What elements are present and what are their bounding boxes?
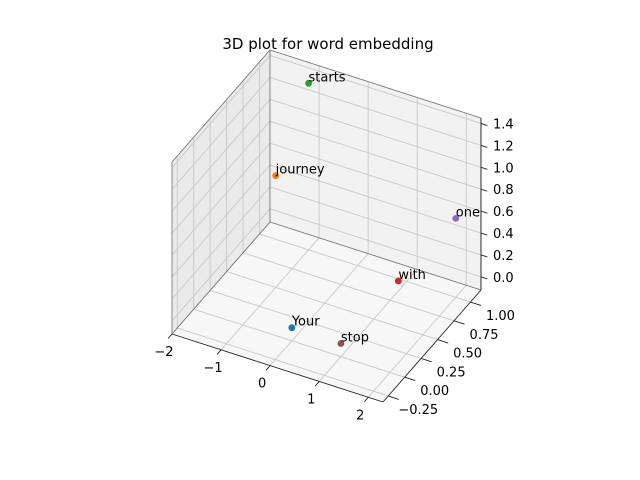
point-label-starts: starts [309, 70, 346, 85]
y-tick-mark [388, 395, 399, 400]
gridline-y-floor [193, 308, 405, 378]
gridline-x-floor [269, 253, 369, 366]
z-tick-mark [480, 210, 488, 214]
gridline-z-back [269, 120, 482, 190]
point-label-one: one [456, 205, 480, 220]
y-tick-label: −0.25 [398, 403, 438, 418]
z-tick-label: 0.4 [493, 227, 514, 242]
z-tick-label: 0.0 [493, 271, 514, 286]
x-tick-mark [216, 349, 222, 355]
y-tick-mark [470, 301, 482, 306]
gridline-z-back [269, 142, 482, 212]
z-tick-mark [480, 188, 488, 192]
point-label-stop: stop [341, 330, 369, 345]
gridline-z-side [171, 120, 271, 234]
z-tick-label: 1.4 [493, 117, 514, 132]
z-tick-mark [480, 166, 488, 170]
data-points: Your journey starts with one stop [272, 70, 480, 347]
gridline-z-back [269, 208, 482, 278]
x-tick-label: 1 [307, 392, 315, 407]
y-axis-line [382, 289, 482, 403]
x-tick-label: −1 [203, 361, 222, 376]
gridline-z-side [171, 208, 271, 322]
point-label-your: Your [291, 315, 320, 330]
z-tick-mark [480, 232, 488, 236]
gridline-z-back [269, 186, 482, 256]
gridline-y-floor [259, 233, 471, 303]
pane-edge [171, 221, 271, 335]
z-tick-label: 0.6 [493, 205, 514, 220]
gridline-z-back [269, 98, 482, 168]
gridline-z-back [269, 76, 482, 146]
gridline-x-floor [220, 237, 320, 351]
point-stop [337, 340, 345, 347]
x-tick-mark [364, 396, 369, 403]
pane-edge [269, 221, 482, 291]
y-tick-label: 0.25 [437, 365, 466, 380]
y-tick-mark [421, 357, 432, 363]
left-pane [172, 50, 270, 334]
z-tick-label: 1.0 [493, 161, 514, 176]
y-tick-label: 0.75 [470, 328, 499, 343]
x-tick-mark [314, 381, 320, 387]
gridline-z-side [171, 164, 271, 278]
point-with [394, 277, 402, 285]
y-tick-mark [404, 376, 416, 382]
x-tick-label: 2 [356, 408, 364, 423]
y-tick-label: 0.00 [420, 384, 449, 399]
z-tick-label: 1.2 [493, 139, 514, 154]
y-tick-label: 1.00 [486, 309, 515, 324]
gridline-y-floor [242, 252, 455, 322]
point-label-journey: journey [275, 163, 325, 178]
gridline-z-side [171, 142, 271, 256]
chart-title: 3D plot for word embedding [222, 35, 433, 53]
z-tick-label: 0.8 [493, 183, 514, 198]
x-tick-mark [265, 365, 271, 371]
y-tick-label: 0.50 [453, 347, 482, 362]
gridline-z-side [171, 77, 271, 190]
y-tick-mark [437, 339, 449, 344]
tick-labels: −2 −1 0 1 2 −0.25 0.00 0.25 0.50 0.75 1.00 0.0 0.2 0.… [154, 117, 515, 423]
gridline-z-side [171, 55, 271, 168]
axes-panes [172, 50, 481, 402]
z-tick-mark [480, 144, 488, 148]
gridline-x-floor [367, 284, 467, 398]
point-one [452, 215, 460, 222]
gridline-x-floor [318, 269, 418, 382]
z-tick-mark [480, 254, 488, 258]
point-label-with: with [398, 268, 426, 283]
gridline-z-side [171, 99, 271, 212]
gridline-z-back [269, 164, 482, 234]
x-tick-label: 0 [258, 377, 266, 392]
x-tick-label: −2 [154, 345, 173, 360]
z-tick-mark [480, 276, 488, 280]
point-starts [305, 79, 312, 87]
gridline-y-floor [177, 327, 389, 397]
gridline-z-back [269, 55, 482, 124]
pane-edge [269, 49, 482, 119]
gridline-y-floor [226, 271, 438, 341]
pane-edge [171, 49, 271, 163]
y-tick-mark [453, 320, 465, 325]
x-tick-mark [167, 333, 173, 339]
z-tick-mark [480, 123, 488, 126]
x-axis-line [171, 333, 384, 403]
point-journey [272, 172, 280, 180]
gridline-z-side [171, 186, 271, 300]
gridline-y-floor [210, 289, 422, 359]
back-pane [270, 50, 481, 290]
point-your [288, 324, 296, 332]
z-tick-label: 0.2 [493, 249, 514, 264]
axis-lines [167, 49, 488, 403]
